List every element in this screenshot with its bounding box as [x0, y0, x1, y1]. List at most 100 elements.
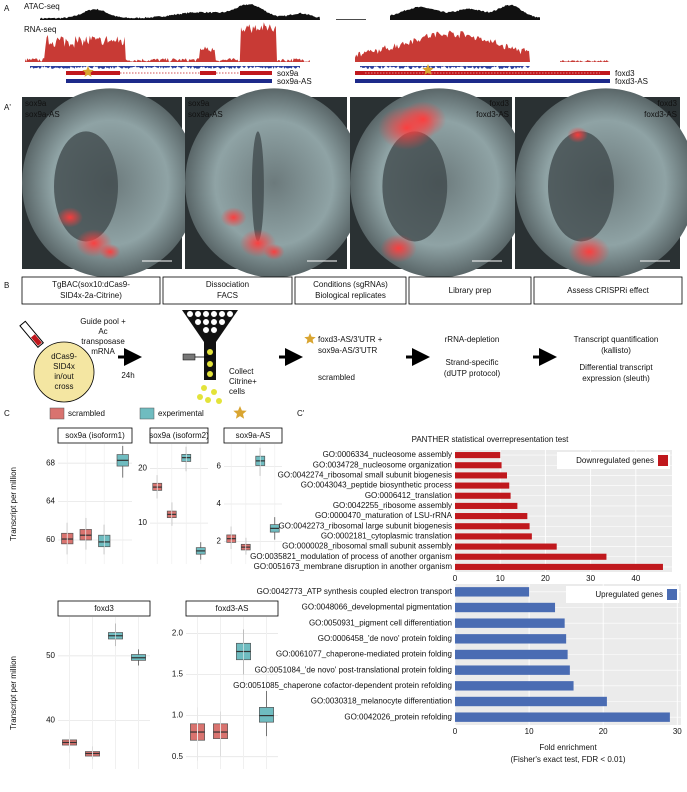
- step-title: Biological replicates: [315, 291, 386, 300]
- step-text: (kallisto): [601, 346, 631, 355]
- step-title: Library prep: [449, 286, 492, 295]
- legend-label: experimental: [158, 409, 204, 418]
- y-tick-label: 40: [46, 716, 55, 725]
- chart-title: PANTHER statistical overrepresentation t…: [412, 435, 570, 444]
- legend-bg: [557, 452, 670, 469]
- star-icon: [304, 333, 316, 344]
- cell-icon: [205, 397, 211, 403]
- signal: [380, 234, 417, 263]
- category-label: GO:0051673_membrane disruption in anothe…: [254, 562, 453, 571]
- facet-title: foxd3-AS: [216, 604, 249, 613]
- y-tick-label: 1.0: [172, 711, 184, 720]
- star-icon: [422, 64, 434, 75]
- step-text: rRNA-depletion: [445, 335, 500, 344]
- step-box: [162, 276, 293, 305]
- bar: [455, 513, 528, 520]
- track-label: RNA-seq: [24, 25, 56, 34]
- y-tick-label: 4: [217, 499, 222, 508]
- bar: [455, 482, 510, 489]
- category-label: GO:0035821_modulation of process of anot…: [250, 552, 452, 561]
- bar: [455, 681, 574, 691]
- atac-coverage: [336, 19, 366, 20]
- facet-strip: [223, 427, 283, 444]
- gene-label: foxd3-AS: [615, 77, 648, 86]
- cell-icon: [197, 394, 203, 400]
- bar: [455, 602, 556, 613]
- laser-icon: [182, 353, 196, 361]
- box-body: [259, 707, 274, 723]
- y-tick-label: 0.5: [172, 752, 184, 761]
- rna-coverage: [25, 22, 310, 62]
- x-axis-label: (Fisher's exact test, FDR < 0.01): [510, 755, 625, 764]
- bar: [455, 533, 532, 540]
- cell-icon: [207, 349, 213, 355]
- signal: [57, 207, 83, 228]
- lumen: [251, 131, 264, 242]
- legend-label: scrambled: [68, 409, 105, 418]
- y-tick-label: 2.0: [172, 629, 184, 638]
- category-label: GO:0043043_peptide biosynthetic process: [301, 481, 452, 490]
- step-text: cells: [229, 387, 245, 396]
- signal: [399, 101, 447, 138]
- category-label: GO:0006334_nucleosome assembly: [323, 450, 452, 459]
- channel-label: sox9a-AS: [188, 110, 223, 119]
- gene-label: foxd3: [615, 69, 635, 78]
- category-label: GO:0061077_chaperone-mediated protein fo…: [276, 650, 452, 659]
- cell-icon: [210, 318, 218, 326]
- bar: [455, 696, 607, 707]
- facet-title: foxd3: [94, 604, 114, 613]
- channel-label: sox9a: [25, 99, 47, 108]
- x-tick-label: 20: [541, 574, 550, 583]
- legend-label: Upregulated genes: [595, 590, 663, 599]
- cell-icon: [186, 310, 194, 318]
- step-text: Ac: [98, 327, 107, 336]
- cell-icon: [226, 310, 234, 318]
- star-icon: [233, 406, 247, 419]
- cell-icon: [202, 326, 210, 334]
- step-text: Guide pool +: [80, 317, 126, 326]
- facet-strip: [185, 600, 279, 617]
- category-label: GO:0042255_ribosome assembly: [333, 501, 452, 510]
- x-tick-label: 10: [525, 727, 534, 736]
- step-text: mRNA: [91, 347, 115, 356]
- micrograph: [22, 88, 198, 278]
- category-label: GO:0042273_ribosomal large subunit bioge…: [279, 521, 452, 530]
- antisense-coverage: [360, 66, 530, 69]
- bar: [455, 618, 565, 628]
- y-tick-label: 10: [138, 518, 147, 527]
- cell-icon: [211, 389, 217, 395]
- signal: [220, 207, 247, 228]
- cell-icon: [194, 310, 202, 318]
- gene-label: sox9a-AS: [277, 77, 312, 86]
- cell-icon: [207, 361, 213, 367]
- x-tick-label: 0: [453, 727, 458, 736]
- tube-liquid: [30, 334, 42, 346]
- lumen: [382, 131, 448, 242]
- bar: [455, 649, 568, 660]
- y-tick-label: 50: [46, 651, 55, 660]
- x-axis-label: Fold enrichment: [539, 743, 597, 752]
- legend-label: Downregulated genes: [576, 456, 654, 465]
- step-title: Dissociation: [206, 280, 249, 289]
- legend-swatch: [658, 455, 668, 466]
- legend-swatch: [49, 407, 65, 420]
- step-text: expression (sleuth): [582, 374, 650, 383]
- channel-label: sox9a-AS: [25, 110, 60, 119]
- category-label: GO:0051084_'de novo' post-translational …: [255, 665, 452, 674]
- x-tick-label: 20: [599, 727, 608, 736]
- x-tick-label: 0: [453, 574, 458, 583]
- cell-icon: [210, 310, 218, 318]
- antisense-coverage: [30, 66, 300, 69]
- category-label: GO:0051085_chaperone cofactor-dependent …: [233, 681, 452, 690]
- category-label: GO:0000470_maturation of LSU-rRNA: [315, 511, 453, 520]
- category-label: GO:0002181_cytoplasmic translation: [321, 532, 452, 541]
- category-label: GO:0042773_ATP synthesis coupled electro…: [257, 587, 453, 596]
- bar: [455, 543, 557, 550]
- micrograph: [350, 88, 529, 278]
- step-text: (dUTP protocol): [444, 369, 501, 378]
- channel-label: foxd3: [657, 99, 677, 108]
- step-text: sox9a-AS/3'UTR: [318, 346, 378, 355]
- y-tick-label: 68: [46, 458, 55, 467]
- panel-label: A: [4, 4, 10, 13]
